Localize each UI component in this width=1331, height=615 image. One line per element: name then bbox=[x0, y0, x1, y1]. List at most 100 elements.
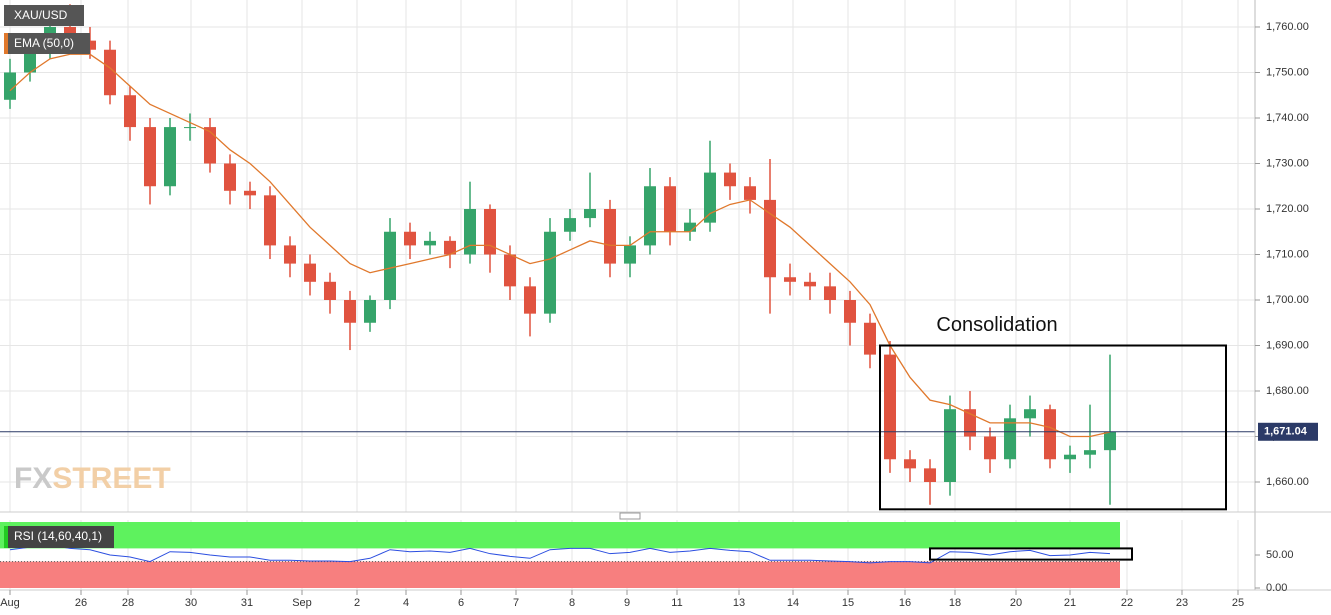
y-tick-label: 1,700.00 bbox=[1266, 294, 1309, 306]
candle-body bbox=[784, 277, 796, 282]
overbought-zone bbox=[0, 522, 1120, 549]
candle-body bbox=[904, 459, 916, 469]
candle-body bbox=[1104, 431, 1116, 451]
y-tick-label: 1,760.00 bbox=[1266, 21, 1309, 33]
x-tick-label: 7 bbox=[513, 597, 519, 609]
candle-body bbox=[824, 286, 836, 301]
y-tick-label: 1,730.00 bbox=[1266, 157, 1309, 169]
candle-body bbox=[664, 186, 676, 232]
candle-body bbox=[224, 163, 236, 191]
x-tick-label: 9 bbox=[624, 597, 630, 609]
x-tick-label: 11 bbox=[671, 597, 682, 609]
x-tick-label: 14 bbox=[787, 597, 799, 609]
candle-body bbox=[704, 172, 716, 223]
indicator-badge bbox=[4, 33, 90, 54]
candle-body bbox=[564, 218, 576, 232]
candle-body bbox=[404, 231, 416, 246]
candle-body bbox=[144, 127, 156, 187]
x-tick-label: 21 bbox=[1064, 597, 1076, 609]
last-price-label: 1,671.04 bbox=[1264, 426, 1308, 438]
candle-body bbox=[244, 190, 256, 196]
y-tick-label: 1,740.00 bbox=[1266, 112, 1309, 124]
y-tick-label: 1,710.00 bbox=[1266, 248, 1309, 260]
candle-body bbox=[184, 127, 196, 129]
rsi-label: RSI (14,60,40,1) bbox=[14, 529, 102, 543]
annotation-box bbox=[929, 547, 1133, 561]
y-tick-label: 1,690.00 bbox=[1266, 339, 1309, 351]
candle-body bbox=[984, 436, 996, 460]
candle-body bbox=[924, 468, 936, 483]
candle-body bbox=[1024, 409, 1036, 419]
last-price-tag bbox=[1258, 422, 1318, 441]
rsi-swatch bbox=[4, 526, 8, 548]
indicator-label: EMA (50,0) bbox=[14, 36, 74, 50]
resize-handle[interactable] bbox=[619, 512, 641, 520]
candle-body bbox=[884, 354, 896, 460]
candle-body bbox=[844, 300, 856, 323]
candle-body bbox=[464, 208, 476, 255]
annotation-label: Consolidation bbox=[936, 314, 1057, 336]
x-tick-label: 31 bbox=[241, 597, 253, 609]
x-tick-label: 23 bbox=[1176, 597, 1188, 609]
candle-body bbox=[304, 263, 316, 282]
candle-body bbox=[4, 72, 16, 100]
candle-body bbox=[524, 286, 536, 314]
x-tick-label: 13 bbox=[733, 597, 745, 609]
ema-line bbox=[9, 53, 1111, 438]
x-tick-label: 26 bbox=[75, 597, 87, 609]
x-tick-label: Sep bbox=[292, 597, 312, 609]
candle-body bbox=[384, 231, 396, 301]
candle-body bbox=[164, 127, 176, 187]
logo: FXSTREET bbox=[14, 462, 171, 495]
symbol-label: XAU/USD bbox=[14, 8, 68, 22]
candle-body bbox=[424, 240, 436, 246]
x-tick-label: 15 bbox=[842, 597, 854, 609]
symbol-badge bbox=[4, 5, 84, 26]
x-tick-label: 16 bbox=[899, 597, 911, 609]
candle-body bbox=[284, 245, 296, 264]
x-tick-label: 8 bbox=[569, 597, 575, 609]
candle-body bbox=[124, 95, 136, 128]
candle-body bbox=[864, 322, 876, 355]
y-tick-label: 1,680.00 bbox=[1266, 385, 1309, 397]
candle-body bbox=[344, 300, 356, 323]
candle-body bbox=[644, 186, 656, 246]
candle-body bbox=[1044, 409, 1056, 460]
candle-body bbox=[944, 409, 956, 483]
y-tick-label: 1,720.00 bbox=[1266, 203, 1309, 215]
candle-body bbox=[24, 49, 36, 73]
x-tick-label: 18 bbox=[949, 597, 961, 609]
candle-body bbox=[484, 208, 496, 255]
y-tick-label: 0.00 bbox=[1266, 582, 1287, 594]
labels: XAU/USD EMA (50,0) RSI (14,60,40,1) FXST… bbox=[0, 5, 1318, 609]
x-tick-label: 2 bbox=[354, 597, 360, 609]
candle-body bbox=[604, 208, 616, 264]
x-tick-label: 6 bbox=[458, 597, 464, 609]
logo-part: STREET bbox=[52, 462, 170, 495]
x-tick-label: Aug bbox=[0, 597, 20, 609]
candle-body bbox=[684, 222, 696, 232]
annotation-box bbox=[879, 344, 1227, 511]
candle-body bbox=[544, 231, 556, 314]
candle-body bbox=[624, 245, 636, 264]
indicator-swatch bbox=[4, 33, 8, 54]
x-tick-label: 20 bbox=[1010, 597, 1022, 609]
y-tick-label: 50.00 bbox=[1266, 549, 1294, 561]
candle-body bbox=[724, 172, 736, 187]
candle-body bbox=[104, 49, 116, 96]
logo-part: FX bbox=[14, 462, 52, 495]
x-tick-label: 4 bbox=[403, 597, 409, 609]
candle-body bbox=[804, 281, 816, 287]
candle-body bbox=[264, 195, 276, 246]
candle-body bbox=[324, 281, 336, 301]
candle-body bbox=[444, 240, 456, 255]
y-tick-label: 1,660.00 bbox=[1266, 476, 1309, 488]
x-tick-label: 25 bbox=[1232, 597, 1244, 609]
candle-body bbox=[744, 186, 756, 200]
candle-body bbox=[364, 300, 376, 323]
candle-body bbox=[964, 409, 976, 437]
x-tick-label: 28 bbox=[122, 597, 134, 609]
oversold-zone bbox=[0, 561, 1120, 588]
rsi-line bbox=[9, 544, 1111, 564]
